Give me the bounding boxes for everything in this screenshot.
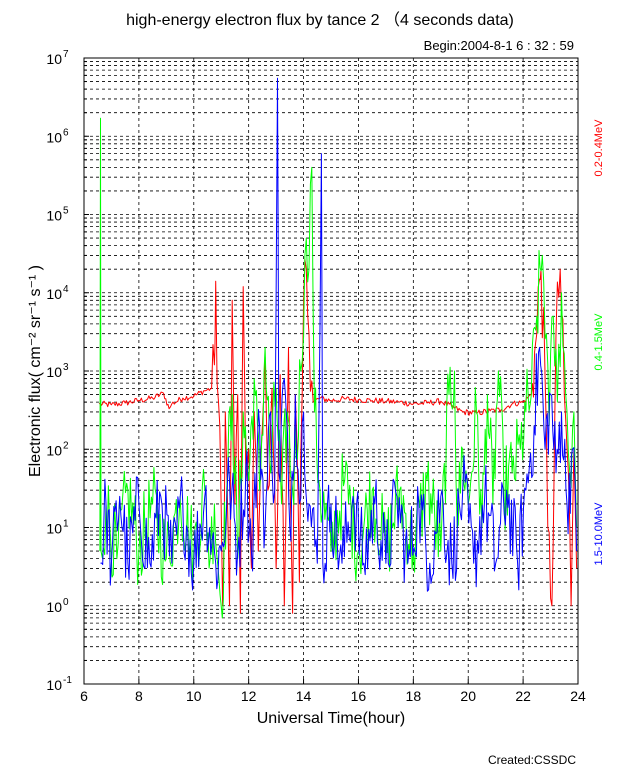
y-tick-exponent: 1 (63, 519, 69, 530)
y-tick-exponent: 7 (63, 49, 69, 60)
y-tick-exponent: 4 (63, 284, 69, 295)
y-tick-label: 10 (46, 51, 62, 67)
y-tick-exponent: 2 (63, 440, 69, 451)
x-tick-label: 10 (186, 688, 202, 704)
footer-credit: Created:CSSDC (488, 753, 576, 767)
chart-title: high-energy electron flux by tance 2 （4 … (126, 11, 514, 29)
series-line-2 (100, 77, 578, 592)
y-tick-label: 10 (46, 521, 62, 537)
y-tick-label: 10 (46, 129, 62, 145)
y-tick-label: 10 (46, 442, 62, 458)
x-tick-label: 12 (241, 688, 257, 704)
x-tick-label: 8 (135, 688, 143, 704)
y-tick-exponent: 0 (63, 597, 69, 608)
y-tick-label: 10 (46, 677, 62, 693)
legend-label: 1.5-10.0MeV (593, 502, 605, 566)
y-tick-exponent: -1 (63, 675, 72, 686)
legend-label: 0.4-1.5MeV (593, 313, 605, 371)
x-tick-label: 24 (570, 688, 586, 704)
x-tick-label: 20 (460, 688, 476, 704)
y-tick-exponent: 6 (63, 127, 69, 138)
y-axis-label: Electronic flux( cm⁻² sr⁻¹ s⁻¹ ) (27, 265, 44, 477)
x-tick-label: 14 (296, 688, 312, 704)
series-layer (98, 77, 578, 619)
legend: 0.2-0.4MeV 0.4-1.5MeV 1.5-10.0MeV (593, 119, 605, 566)
x-axis-label: Universal Time(hour) (257, 710, 405, 727)
x-tick-label: 6 (80, 688, 88, 704)
series-line-1 (99, 117, 578, 619)
x-tick-label: 22 (515, 688, 531, 704)
y-tick-exponent: 3 (63, 362, 69, 373)
y-tick-label: 10 (46, 599, 62, 615)
y-tick-label: 10 (46, 208, 62, 224)
x-tick-label: 16 (351, 688, 367, 704)
y-tick-exponent: 5 (63, 206, 69, 217)
chart-subtitle: Begin:2004-8-1 6 : 32 : 59 (424, 38, 574, 53)
y-tick-label: 10 (46, 364, 62, 380)
legend-label: 0.2-0.4MeV (593, 119, 605, 177)
x-tick-label: 18 (406, 688, 422, 704)
y-tick-label: 10 (46, 286, 62, 302)
series-line-0 (98, 258, 578, 614)
